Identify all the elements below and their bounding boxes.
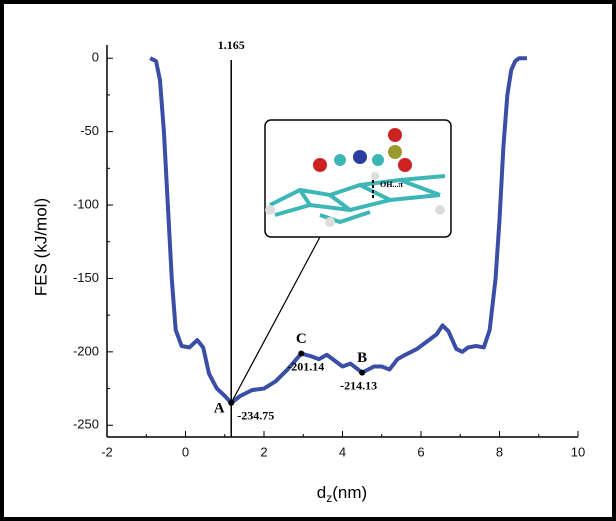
point-value: -201.14	[287, 359, 324, 373]
atom	[265, 205, 275, 215]
x-tick-label: 2	[260, 444, 267, 459]
inset: OH...π	[264, 119, 452, 238]
x-label-unit: (nm)	[332, 483, 367, 502]
atom	[313, 158, 327, 172]
point-marker	[359, 369, 366, 376]
point-letter: C	[296, 331, 307, 347]
y-axis-label: FES (kJ/mol)	[31, 198, 50, 296]
x-tick-label: 4	[339, 444, 346, 459]
reference-label: 1.165	[218, 38, 245, 52]
x-label-main: d	[317, 483, 326, 502]
atom	[325, 217, 335, 227]
point-value: -214.13	[340, 378, 377, 392]
connector	[230, 236, 321, 404]
x-axis-label: dz(nm)	[317, 483, 367, 505]
atom	[372, 154, 384, 166]
x-label-sub: z	[326, 491, 332, 505]
x-tick-label: 10	[571, 444, 585, 459]
y-tick-label: 0	[92, 50, 99, 65]
atom	[388, 128, 402, 142]
y-tick-label: -50	[80, 123, 99, 138]
atom	[371, 172, 379, 180]
inset-label: OH...π	[380, 180, 403, 189]
graphene	[269, 174, 446, 225]
point-letter: B	[357, 350, 367, 366]
x-tick-label: -2	[101, 444, 113, 459]
y-tick-label: -250	[73, 417, 99, 432]
point-marker	[298, 350, 305, 357]
atom	[334, 154, 346, 166]
atom	[435, 205, 445, 215]
x-tick-label: 8	[496, 444, 503, 459]
x-tick-label: 0	[182, 444, 189, 459]
x-tick-label: 6	[417, 444, 424, 459]
point-marker	[228, 399, 235, 406]
inset-box	[264, 119, 452, 238]
point-value: -234.75	[237, 409, 274, 423]
y-tick-label: -150	[73, 270, 99, 285]
atom	[398, 158, 412, 172]
point-letter: A	[214, 400, 225, 416]
atom	[353, 150, 367, 164]
y-tick-label: -200	[73, 343, 99, 358]
y-tick-label: -100	[73, 196, 99, 211]
atom	[388, 145, 402, 159]
fes-line	[149, 56, 527, 405]
